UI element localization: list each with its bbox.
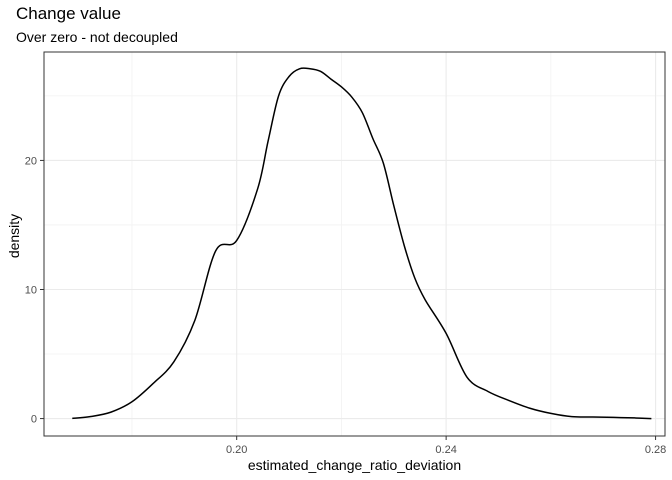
plot-border (43, 51, 666, 437)
x-tick-label: 0.28 (645, 444, 666, 456)
y-axis-ticks: 0 10 20 (25, 155, 44, 426)
x-axis-label: estimated_change_ratio_deviation (247, 457, 462, 473)
y-tick-label: 0 (31, 414, 37, 426)
x-axis-ticks: 0.20 0.24 0.28 (226, 436, 666, 456)
minor-grid (44, 52, 665, 436)
y-axis-label: density (6, 213, 22, 259)
x-tick-label: 0.20 (226, 444, 247, 456)
chart-subtitle: Over zero - not decoupled (16, 29, 178, 45)
y-tick-label: 20 (25, 155, 37, 167)
y-tick-label: 10 (25, 284, 37, 296)
major-grid (44, 52, 665, 436)
density-curve (72, 67, 652, 420)
x-tick-label: 0.24 (435, 444, 456, 456)
chart-title: Change value (16, 4, 121, 23)
plot-panel (44, 52, 665, 436)
